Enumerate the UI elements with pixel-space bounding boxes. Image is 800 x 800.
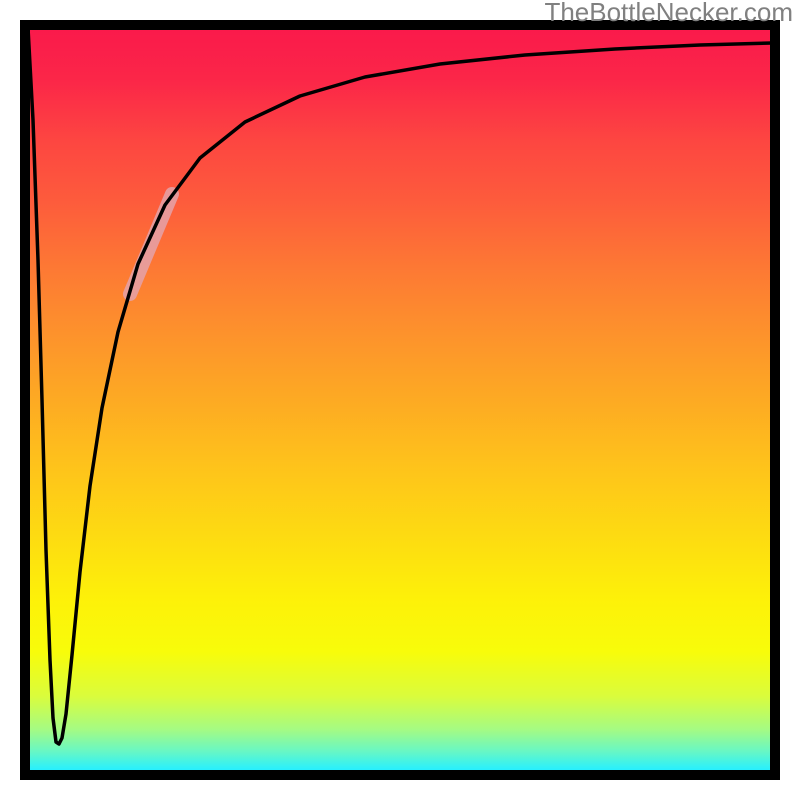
watermark-text: TheBottleNecker.com [544, 0, 793, 27]
bottleneck-chart: TheBottleNecker.com [0, 0, 800, 800]
plot-heat-fill [30, 30, 770, 770]
